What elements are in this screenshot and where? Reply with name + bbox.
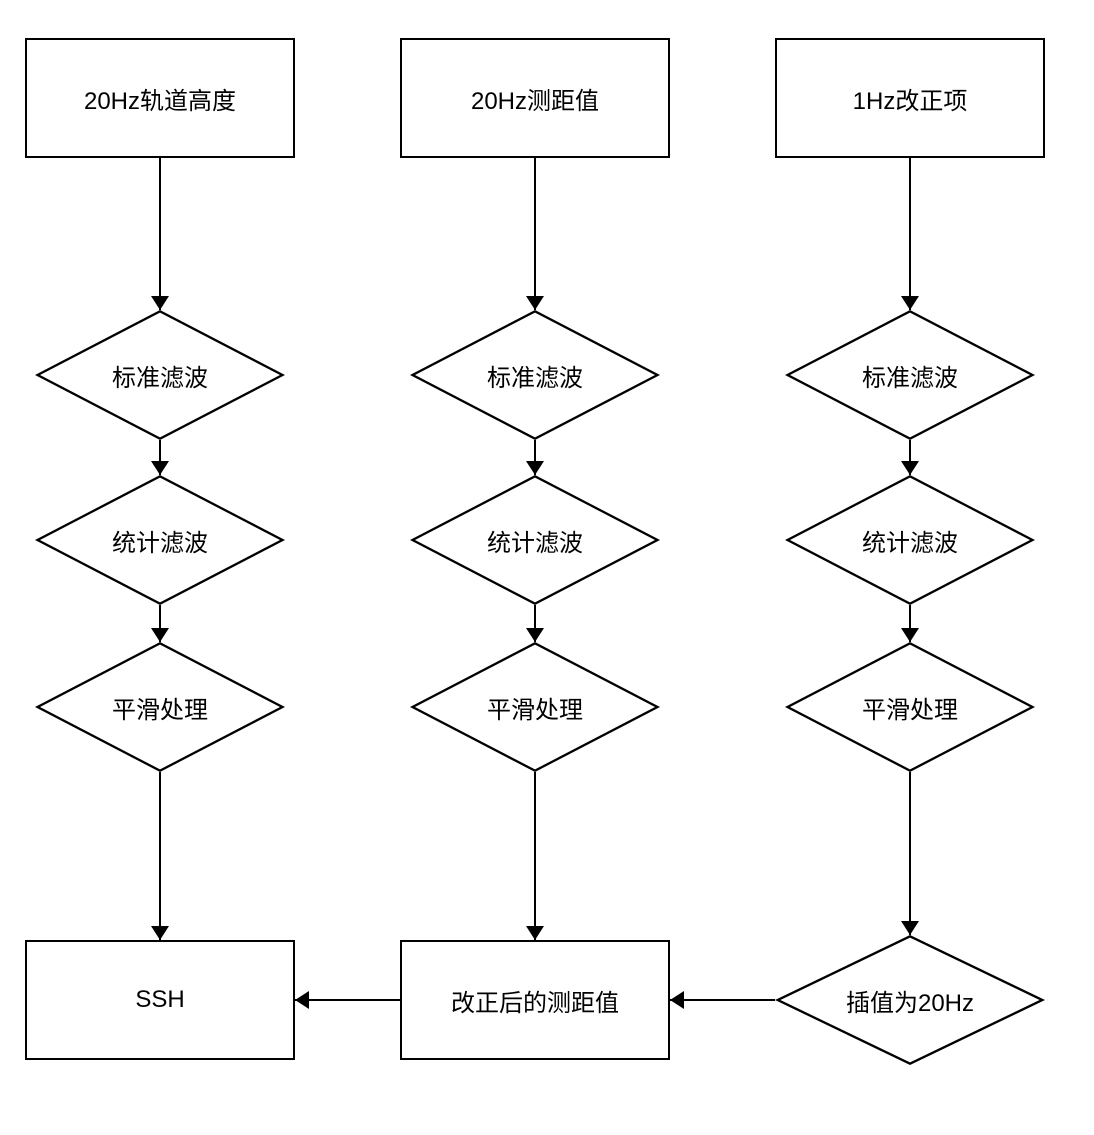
bottom-col2: 改正后的测距值 (400, 940, 670, 1060)
diamond-col2-0: 标准滤波 (410, 310, 660, 440)
diamond-col3-2-label: 平滑处理 (862, 690, 958, 725)
diamond-col3-0-label: 标准滤波 (862, 358, 958, 393)
diamond-col1-1: 统计滤波 (35, 475, 285, 605)
diamond-col3-1-label: 统计滤波 (862, 523, 958, 558)
diamond-col2-1: 统计滤波 (410, 475, 660, 605)
diamond-col1-0: 标准滤波 (35, 310, 285, 440)
arrow-col1-2 (148, 593, 172, 654)
bottom-col3: 插值为20Hz (775, 935, 1045, 1065)
top-rect-col2: 20Hz测距值 (400, 38, 670, 158)
arrow-col1-1 (148, 428, 172, 487)
top-rect-col1: 20Hz轨道高度 (25, 38, 295, 158)
h-arrow-0 (658, 988, 787, 1012)
top-rect-col1-label: 20Hz轨道高度 (84, 81, 236, 116)
diamond-col2-0-label: 标准滤波 (487, 358, 583, 393)
flowchart-canvas: 20Hz轨道高度标准滤波统计滤波平滑处理SSH20Hz测距值标准滤波统计滤波平滑… (0, 0, 1094, 1135)
arrow-col2-3 (523, 760, 547, 952)
arrow-col1-0 (148, 146, 172, 322)
bottom-col3-label: 插值为20Hz (846, 983, 974, 1018)
diamond-col3-2: 平滑处理 (785, 642, 1035, 772)
arrow-col3-0 (898, 146, 922, 322)
diamond-col2-2-label: 平滑处理 (487, 690, 583, 725)
diamond-col1-1-label: 统计滤波 (112, 523, 208, 558)
diamond-col1-0-label: 标准滤波 (112, 358, 208, 393)
arrow-col2-0 (523, 146, 547, 322)
arrow-col2-2 (523, 593, 547, 654)
top-rect-col3-label: 1Hz改正项 (853, 81, 968, 116)
diamond-col2-2: 平滑处理 (410, 642, 660, 772)
top-rect-col3: 1Hz改正项 (775, 38, 1045, 158)
arrow-col3-1 (898, 428, 922, 487)
diamond-col3-0: 标准滤波 (785, 310, 1035, 440)
diamond-col2-1-label: 统计滤波 (487, 523, 583, 558)
bottom-col2-label: 改正后的测距值 (451, 983, 619, 1018)
bottom-col1-label: SSH (135, 986, 184, 1014)
diamond-col1-2: 平滑处理 (35, 642, 285, 772)
bottom-col1: SSH (25, 940, 295, 1060)
arrow-col3-2 (898, 593, 922, 654)
arrow-col2-1 (523, 428, 547, 487)
top-rect-col2-label: 20Hz测距值 (471, 81, 599, 116)
arrow-col1-3 (148, 760, 172, 952)
arrow-col3-3 (898, 760, 922, 947)
h-arrow-1 (283, 988, 412, 1012)
diamond-col3-1: 统计滤波 (785, 475, 1035, 605)
diamond-col1-2-label: 平滑处理 (112, 690, 208, 725)
